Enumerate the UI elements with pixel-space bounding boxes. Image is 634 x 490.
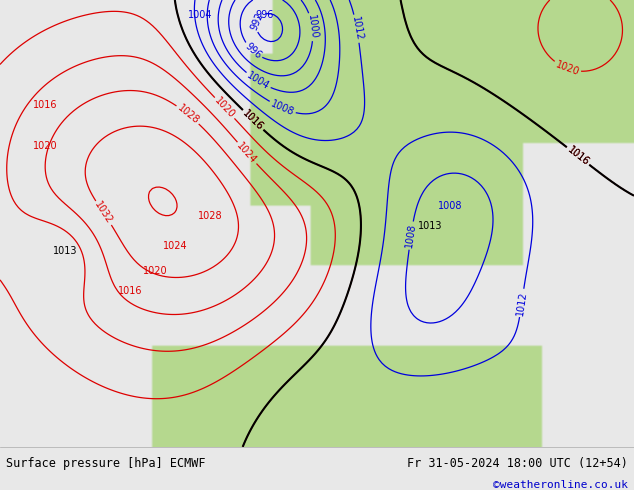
Text: 1016: 1016 bbox=[118, 286, 142, 296]
Text: 1016: 1016 bbox=[566, 145, 591, 168]
Text: 1004: 1004 bbox=[245, 70, 271, 92]
Text: 1013: 1013 bbox=[53, 246, 77, 256]
Text: 1008: 1008 bbox=[404, 223, 418, 248]
Text: 996: 996 bbox=[243, 41, 263, 61]
Text: 1008: 1008 bbox=[269, 98, 295, 118]
Text: 1016: 1016 bbox=[241, 108, 266, 132]
Text: 1024: 1024 bbox=[235, 141, 259, 166]
Text: 1020: 1020 bbox=[554, 59, 580, 77]
Text: 1012: 1012 bbox=[515, 290, 529, 316]
Text: ©weatheronline.co.uk: ©weatheronline.co.uk bbox=[493, 480, 628, 490]
Text: Fr 31-05-2024 18:00 UTC (12+54): Fr 31-05-2024 18:00 UTC (12+54) bbox=[407, 457, 628, 470]
Text: 1013: 1013 bbox=[418, 221, 443, 231]
Text: 1020: 1020 bbox=[33, 141, 57, 150]
Text: 1000: 1000 bbox=[306, 14, 319, 40]
Text: 1016: 1016 bbox=[566, 145, 591, 168]
Text: 1004: 1004 bbox=[188, 10, 212, 20]
Text: Surface pressure [hPa] ECMWF: Surface pressure [hPa] ECMWF bbox=[6, 457, 206, 470]
Text: 1024: 1024 bbox=[163, 241, 187, 251]
Text: 1016: 1016 bbox=[33, 100, 57, 110]
Text: 996: 996 bbox=[256, 10, 274, 20]
Text: 1020: 1020 bbox=[212, 96, 236, 121]
Text: 1028: 1028 bbox=[198, 211, 223, 221]
Text: 1016: 1016 bbox=[241, 108, 266, 132]
Text: 1028: 1028 bbox=[175, 103, 201, 126]
Text: 1008: 1008 bbox=[437, 201, 462, 211]
Text: 992: 992 bbox=[249, 10, 266, 31]
Text: 1032: 1032 bbox=[93, 200, 115, 226]
Text: 1012: 1012 bbox=[350, 16, 364, 42]
Text: 1020: 1020 bbox=[143, 266, 167, 276]
